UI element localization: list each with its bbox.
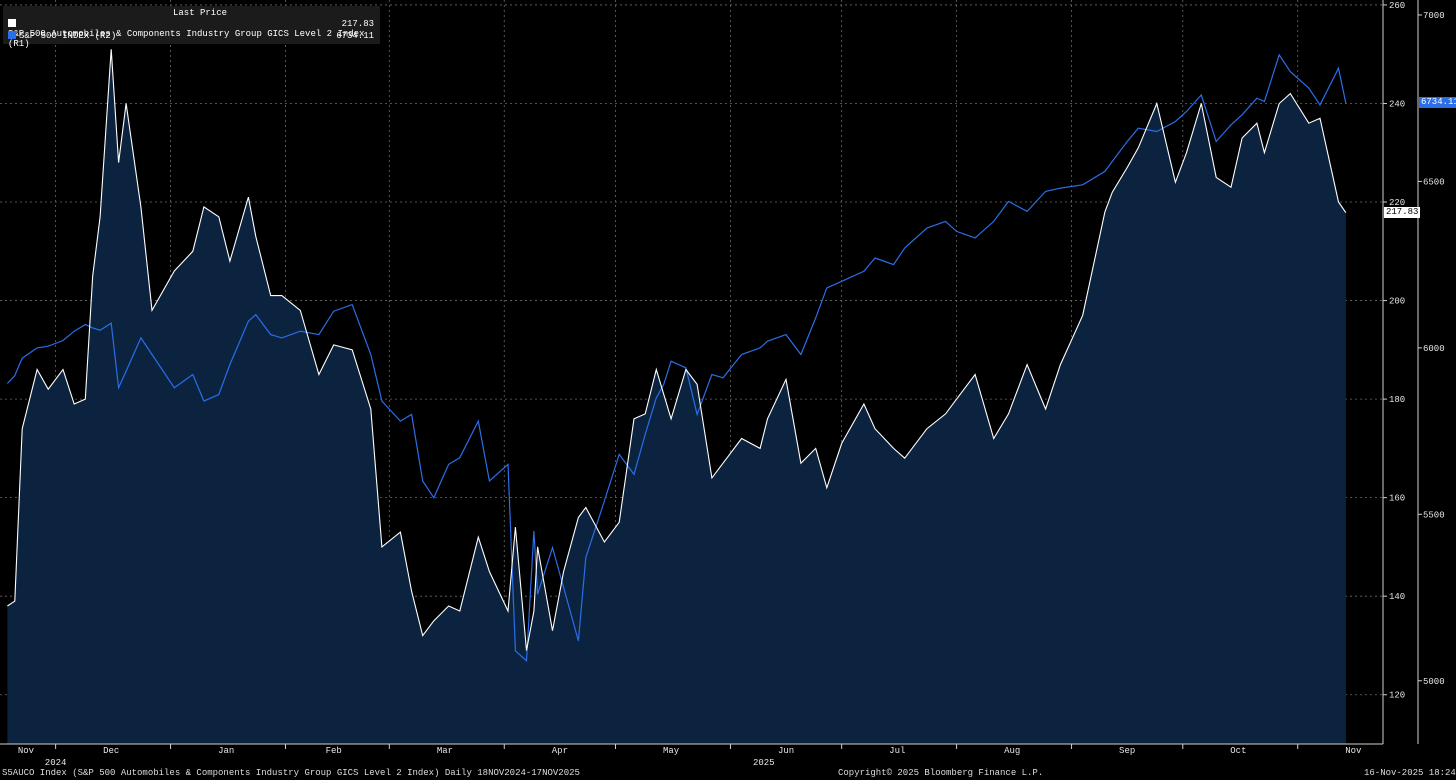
chart-legend: Last Price S&P 500 Automobiles & Compone… xyxy=(3,6,380,49)
series-lines xyxy=(6,49,1347,663)
x-tick-label: Aug xyxy=(1004,746,1020,756)
r2-tick-label: 5000 xyxy=(1423,677,1445,687)
last-price-label-r2: 6734.11 xyxy=(1419,97,1456,109)
x-tick-label: Apr xyxy=(552,746,568,756)
x-tick-label: Nov xyxy=(1345,746,1362,756)
legend-swatch-r1 xyxy=(8,19,16,27)
series-line-r2 xyxy=(6,53,1347,663)
r1-tick-label: 140 xyxy=(1389,592,1405,602)
x-tick-label: May xyxy=(663,746,680,756)
legend-value-r1: 217.83 xyxy=(341,19,374,29)
chart-axes xyxy=(0,0,1419,745)
x-tick-label: Feb xyxy=(326,746,342,756)
r1-area-fill xyxy=(7,49,1346,745)
r1-tick-label: 260 xyxy=(1389,1,1405,11)
r1-tick-label: 160 xyxy=(1389,494,1405,504)
x-tick-label: Jun xyxy=(778,746,794,756)
r1-area xyxy=(7,49,1346,745)
r1-tick-label: 200 xyxy=(1389,297,1405,307)
x-tick-label: Nov xyxy=(18,746,35,756)
r2-tick-label: 7000 xyxy=(1423,11,1445,21)
r2-tick-label: 6500 xyxy=(1423,177,1445,187)
r1-tick-label: 120 xyxy=(1389,691,1405,701)
legend-swatch-r2 xyxy=(8,31,16,39)
r1-tick-label: 240 xyxy=(1389,99,1405,109)
legend-row-r2: S&P 500 INDEX (R2) 6734.11 xyxy=(8,31,374,42)
x-year-label: 2024 xyxy=(45,758,67,768)
x-tick-label: Dec xyxy=(103,746,119,756)
series-line-r1 xyxy=(7,49,1347,651)
footer-copyright: Copyright© 2025 Bloomberg Finance L.P. xyxy=(838,768,1044,778)
footer-timestamp: 16-Nov-2025 18:24:34 xyxy=(1364,768,1456,778)
x-tick-label: Mar xyxy=(437,746,453,756)
r1-tick-label: 220 xyxy=(1389,198,1405,208)
legend-label-r2: S&P 500 INDEX (R2) xyxy=(19,31,117,41)
legend-row-r1: S&P 500 Automobiles & Components Industr… xyxy=(8,19,374,49)
x-tick-label: Oct xyxy=(1230,746,1246,756)
footer-description: S5AUCO Index (S&P 500 Automobiles & Comp… xyxy=(2,768,580,778)
r2-tick-label: 5500 xyxy=(1423,510,1445,520)
legend-value-r2: 6734.11 xyxy=(336,31,374,41)
r1-tick-label: 180 xyxy=(1389,395,1405,405)
legend-header: Last Price xyxy=(173,8,228,18)
last-price-label-r1: 217.83 xyxy=(1384,206,1421,218)
axis-ticks: 120 140 160 180 200 220 240 260 5000 5500 6000 6500… xyxy=(18,1,1445,768)
x-tick-label: Jul xyxy=(889,746,905,756)
x-tick-label: Jan xyxy=(218,746,234,756)
x-year-label: 2025 xyxy=(753,758,775,768)
r2-tick-label: 6000 xyxy=(1423,344,1445,354)
x-tick-label: Sep xyxy=(1119,746,1135,756)
legend-label-r1: S&P 500 Automobiles & Components Industr… xyxy=(8,29,365,49)
